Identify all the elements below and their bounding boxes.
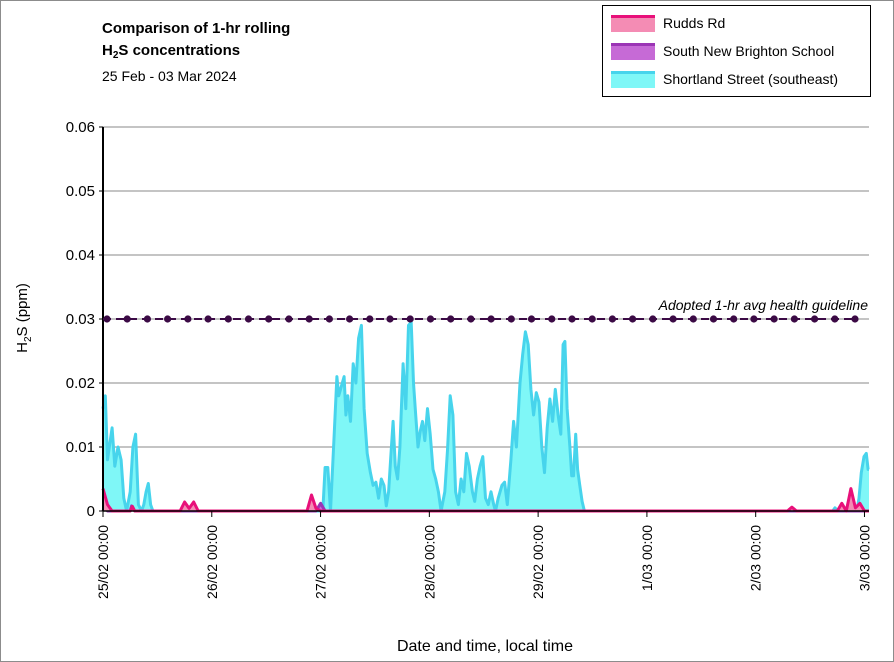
- series-shortland-street: [101, 320, 870, 513]
- series-rudds-rd: [101, 487, 869, 513]
- guideline-marker: [406, 315, 414, 323]
- x-tick-label: 29/02 00:00: [530, 525, 546, 599]
- y-tick-label: 0.03: [66, 311, 95, 328]
- title-h: H: [102, 42, 113, 59]
- legend-swatch-shortland-street: [611, 71, 655, 88]
- series-areas: [101, 320, 870, 513]
- guideline-marker: [770, 315, 778, 323]
- guideline-marker: [649, 315, 657, 323]
- guideline-layer: Adopted 1-hr avg health guideline: [103, 297, 868, 323]
- y-tick-label: 0.04: [66, 247, 95, 264]
- x-tick-label: 27/02 00:00: [313, 525, 329, 599]
- guideline-marker: [325, 315, 333, 323]
- guideline-marker: [629, 315, 637, 323]
- guideline-marker: [204, 315, 212, 323]
- guideline-marker: [143, 315, 151, 323]
- guideline-marker: [487, 315, 495, 323]
- y-label-h: H: [14, 342, 31, 353]
- guideline-marker: [285, 315, 293, 323]
- x-tick-label: 3/03 00:00: [856, 525, 872, 591]
- chart-legend: Rudds Rd South New Brighton School Short…: [602, 5, 871, 97]
- y-tick-label: 0: [87, 503, 95, 520]
- guideline-marker: [386, 315, 394, 323]
- guideline-marker: [346, 315, 354, 323]
- area-line-shortland-street: [101, 320, 870, 513]
- x-tick-label: 1/03 00:00: [639, 525, 655, 591]
- x-tick-label: 28/02 00:00: [421, 525, 437, 599]
- guideline-marker: [709, 315, 718, 323]
- guideline-marker: [123, 315, 131, 323]
- guideline-marker: [831, 315, 839, 323]
- x-axis-label: Date and time, local time: [397, 638, 573, 655]
- grid-lines: [103, 126, 869, 448]
- y-axis-label: H2S (ppm): [14, 283, 34, 353]
- legend-label-shortland-street: Shortland Street (southeast): [663, 71, 839, 87]
- guideline-marker: [224, 315, 232, 323]
- chart-title-line2: H2S concentrations: [102, 40, 290, 62]
- guideline-label: Adopted 1-hr avg health guideline: [658, 297, 869, 313]
- area-fill-shortland-street: [103, 322, 869, 511]
- x-tick-label: 25/02 00:00: [95, 525, 111, 599]
- guideline-marker: [790, 315, 799, 323]
- y-tick-label: 0.02: [66, 375, 95, 392]
- legend-label-rudds-rd: Rudds Rd: [663, 15, 726, 31]
- guideline-marker: [305, 315, 313, 323]
- guideline-marker: [447, 315, 455, 323]
- chart-date-range: 25 Feb - 03 Mar 2024: [102, 68, 237, 84]
- guideline-marker: [164, 315, 172, 323]
- legend-swatch-south-new-brighton: [611, 43, 655, 60]
- y-label-subscript: 2: [23, 336, 34, 342]
- guideline-marker: [507, 315, 515, 323]
- guideline-marker: [366, 315, 374, 323]
- chart-title-block: Comparison of 1-hr rolling H2S concentra…: [102, 18, 290, 84]
- guideline-marker: [689, 315, 697, 323]
- title-subscript: 2: [112, 50, 119, 61]
- title-rest: S concentrations: [118, 42, 241, 59]
- guideline-marker: [851, 315, 859, 323]
- guideline-marker: [750, 315, 758, 323]
- axes: 0 0.01 0.02 0.03 0.04 0.05 0.06 25/02 00:00 26/0…: [66, 119, 873, 599]
- guideline-marker: [730, 315, 738, 323]
- guideline-marker: [265, 315, 273, 323]
- guideline-marker: [244, 315, 253, 323]
- y-tick-label: 0.01: [66, 439, 95, 456]
- guideline-marker: [811, 315, 819, 323]
- guideline-marker: [548, 315, 556, 323]
- guideline-marker: [568, 315, 576, 323]
- area-line-rudds-rd: [101, 487, 869, 513]
- guideline-marker: [467, 315, 475, 323]
- chart-title-line1: Comparison of 1-hr rolling: [102, 20, 291, 37]
- guideline-marker: [608, 315, 617, 323]
- y-label-rest: S (ppm): [14, 283, 31, 336]
- x-tick-label: 26/02 00:00: [204, 525, 220, 599]
- guideline-marker: [184, 315, 192, 323]
- x-tick-label: 2/03 00:00: [748, 525, 764, 591]
- legend-label-south-new-brighton: South New Brighton School: [663, 43, 835, 59]
- y-tick-label: 0.05: [66, 183, 95, 200]
- guideline-marker: [669, 315, 677, 323]
- guideline-marker: [426, 315, 435, 323]
- guideline-marker: [588, 315, 596, 323]
- legend-swatch-rudds-rd: [611, 15, 655, 32]
- guideline-marker: [527, 315, 536, 323]
- guideline-marker: [103, 315, 111, 323]
- y-tick-label: 0.06: [66, 119, 95, 136]
